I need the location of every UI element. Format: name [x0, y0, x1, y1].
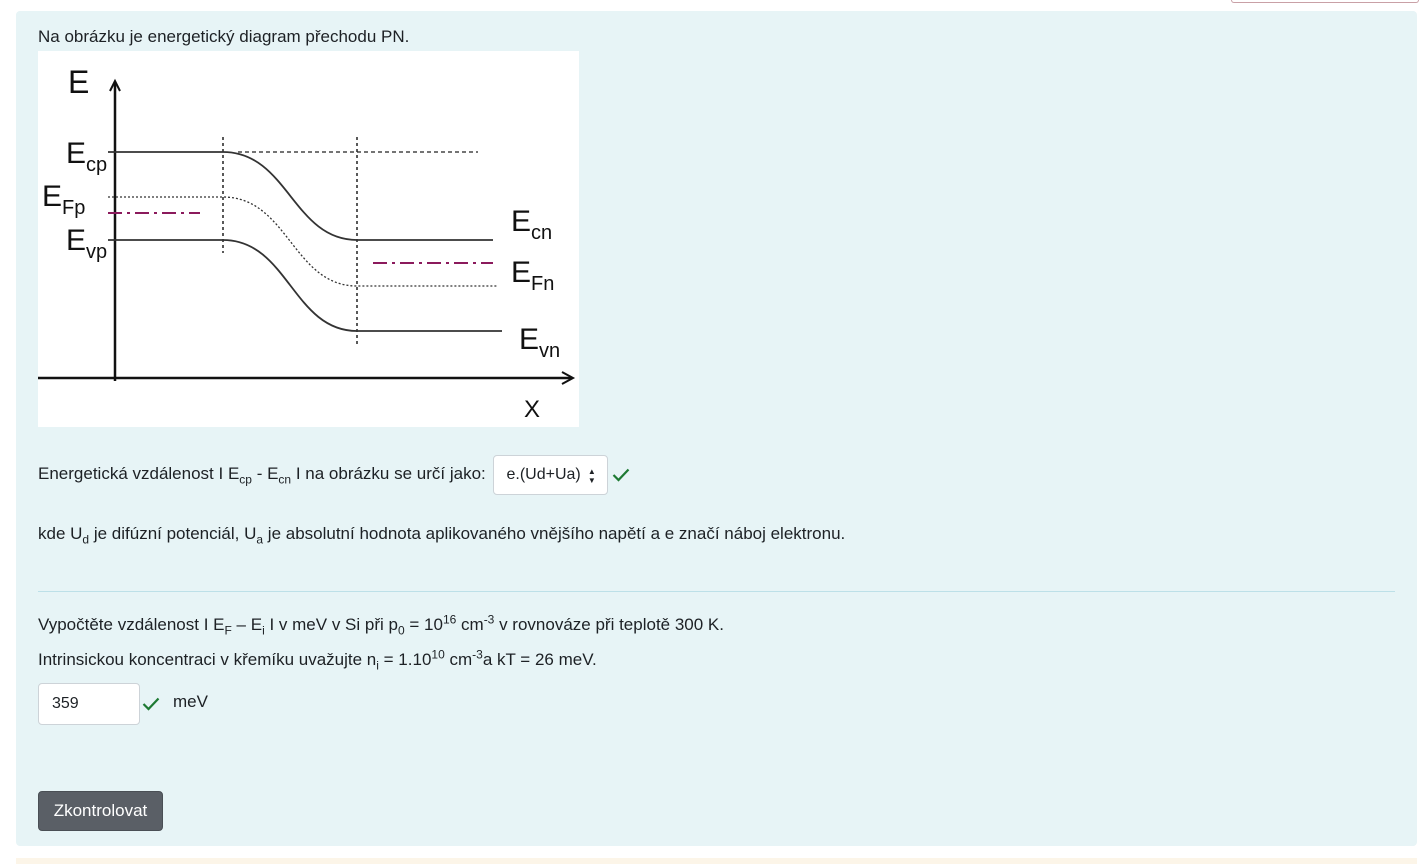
valence-band: [108, 239, 502, 332]
diagram-svg: E X Ecp EFp Evp Ecn EFn Evn: [38, 64, 576, 423]
x-axis-arrow: [561, 371, 576, 385]
answer-select[interactable]: e.(Ud+Ua) ▲ ▼: [492, 454, 608, 495]
correct-check-icon: [142, 697, 160, 711]
y-axis-arrow: [109, 78, 121, 92]
next-panel-edge: [16, 858, 1417, 864]
correct-check-icon: [613, 468, 630, 482]
potential-note: kde Ud je difúzní potenciál, Ua je absol…: [38, 524, 846, 547]
answer-select-value: e.(Ud+Ua): [506, 465, 581, 483]
axis-label-x: X: [524, 396, 540, 423]
energy-distance-prompt: Energetická vzdálenost I Ecp - Ecn I na …: [38, 454, 630, 495]
conduction-band: [108, 151, 493, 241]
answer-input[interactable]: 359: [38, 683, 140, 725]
axis-label-e: E: [68, 64, 89, 100]
label-efp: EFp: [42, 180, 85, 219]
intrinsic-concentration-note: Intrinsickou koncentraci v křemíku uvažu…: [38, 647, 597, 673]
intro-text: Na obrázku je energetický diagram přecho…: [38, 27, 410, 46]
unit-label: meV: [173, 692, 208, 711]
label-ecp: Ecp: [66, 137, 107, 176]
calculation-prompt: Vypočtěte vzdálenost I EF – Ei I v meV v…: [38, 612, 724, 638]
label-evn: Evn: [519, 323, 560, 362]
label-evp: Evp: [66, 224, 107, 263]
check-button[interactable]: Zkontrolovat: [38, 791, 163, 831]
previous-element-edge: [1231, 0, 1419, 3]
label-ecn: Ecn: [511, 205, 552, 244]
intrinsic-level: [108, 196, 498, 287]
section-divider: [38, 591, 1395, 592]
question-panel: Na obrázku je energetický diagram přecho…: [16, 11, 1417, 846]
label-efn: EFn: [511, 256, 554, 295]
select-updown-icon: ▲ ▼: [587, 466, 596, 485]
pn-junction-energy-diagram: E X Ecp EFp Evp Ecn EFn Evn: [38, 51, 579, 427]
